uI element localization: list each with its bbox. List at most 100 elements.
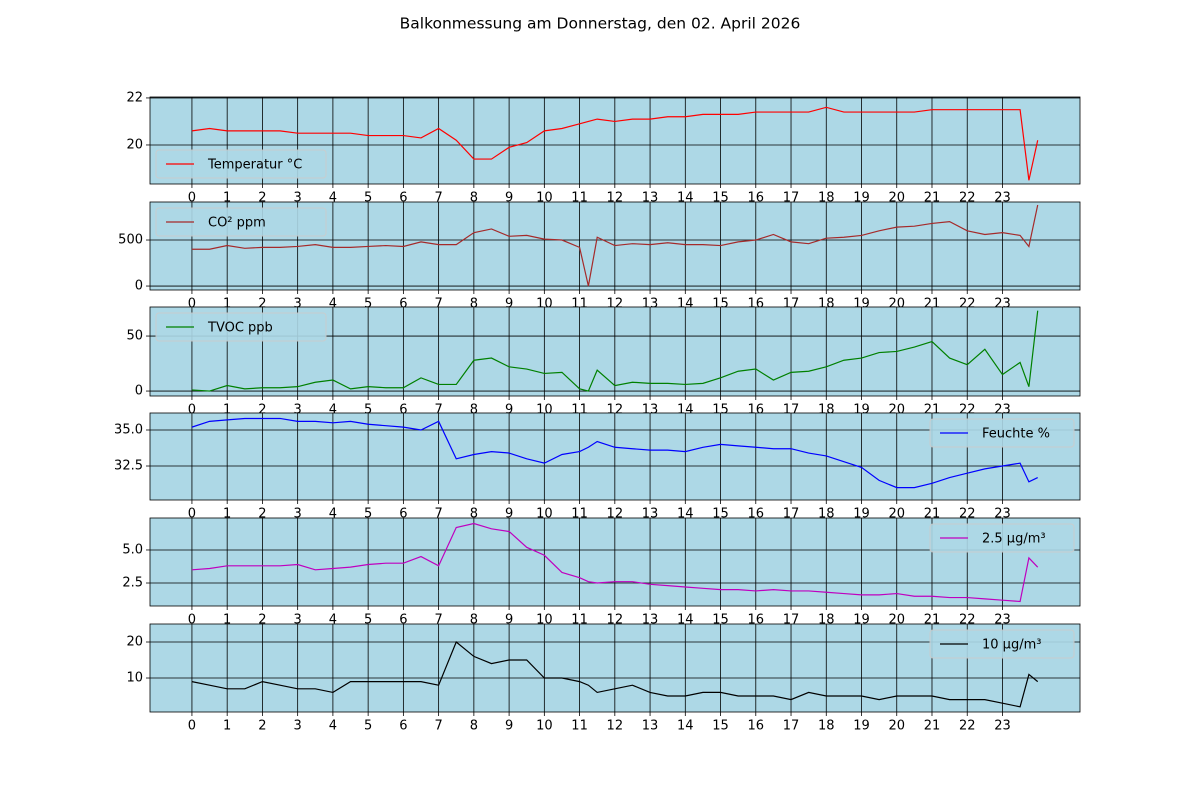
legend: Temperatur °C [155,149,327,179]
x-tick-label: 7 [434,507,442,522]
frame [149,306,1081,397]
legend-label: Feuchte % [982,427,1050,442]
y-tick-label: 0 [135,279,143,294]
subplot: 0 1 2 3 4 5 6 7 8 9 10 11 12 13 14 15 16 17 18 19 20 21 22 2332… [114,412,1081,522]
x-tick-label: 15 [712,719,729,734]
x-tick-label: 1 [223,719,231,734]
x-tick-label: 2 [258,613,266,628]
x-tick-label: 7 [434,719,442,734]
x-tick-label: 7 [434,613,442,628]
x-tick-label: 3 [294,191,302,206]
x-tick-label: 3 [294,719,302,734]
legend-label: CO² ppm [208,216,266,231]
x-tick-label: 1 [223,613,231,628]
x-tick-label: 18 [818,719,835,734]
x-tick-label: 5 [364,719,372,734]
x-tick-label: 13 [642,719,659,734]
x-tick-label: 8 [470,403,478,418]
legend: CO² ppm [155,207,327,237]
x-tick-label: 23 [994,719,1011,734]
x-tick-label: 8 [470,613,478,628]
legend-box [155,149,327,179]
x-tick-label: 6 [399,719,407,734]
x-tick-label: 2 [258,403,266,418]
x-tick-label: 16 [748,719,765,734]
x-tick-label: 4 [329,191,337,206]
legend: 2.5 µg/m³ [929,523,1075,553]
x-tick-label: 6 [399,403,407,418]
x-tick-label: 5 [364,191,372,206]
x-tick-label: 6 [399,297,407,312]
x-tick-label: 2 [258,719,266,734]
x-tick-label: 10 [536,719,553,734]
x-tick-label: 1 [223,507,231,522]
frame [149,96,1081,185]
data-line [191,310,1039,392]
x-tick-label: 3 [294,613,302,628]
x-tick-label: 14 [677,719,694,734]
subplot: 0 1 2 3 4 5 6 7 8 9 10 11 12 13 14 15 16 17 18 19 20 21 22 2320… [126,90,1081,206]
legend: Feuchte % [929,418,1075,448]
x-tick-label: 1 [223,297,231,312]
x-tick-label: 8 [470,191,478,206]
x-tick-label: 9 [505,403,513,418]
legend: 10 µg/m³ [929,629,1075,659]
x-tick-label: 4 [329,297,337,312]
x-tick-label: 0 [188,191,196,206]
subplot: 0 1 2 3 4 5 6 7 8 9 10 11 12 13 14 15 16 17 18 19 20 21 22 2305… [126,306,1081,418]
x-tick-label: 8 [470,507,478,522]
data-line [191,522,1039,603]
y-tick-label: 0 [135,384,143,399]
x-tick-label: 6 [399,613,407,628]
data-line [191,204,1039,287]
legend-box [155,207,327,237]
x-tick-label: 21 [924,719,941,734]
x-tick-label: 3 [294,507,302,522]
data-line [191,641,1039,708]
x-tick-label: 11 [571,719,588,734]
y-tick-label: 32.5 [114,459,143,474]
x-tick-label: 8 [470,719,478,734]
x-tick-label: 17 [783,719,800,734]
figure-title: Balkonmessung am Donnerstag, den 02. Apr… [400,15,801,33]
x-tick-label: 8 [470,297,478,312]
legend-label: 10 µg/m³ [982,638,1041,653]
x-tick-label: 0 [188,719,196,734]
x-tick-label: 7 [434,403,442,418]
subplot: 0 1 2 3 4 5 6 7 8 9 10 11 12 13 14 15 16 17 18 19 20 21 22 2310… [126,623,1081,734]
x-tick-label: 7 [434,191,442,206]
legend-box [929,418,1075,448]
x-tick-label: 0 [188,297,196,312]
x-tick-label: 2 [258,297,266,312]
x-tick-label: 0 [188,403,196,418]
legend-box [929,523,1075,553]
x-tick-label: 9 [505,507,513,522]
legend-label: Temperatur °C [207,158,302,173]
x-tick-label: 5 [364,613,372,628]
y-tick-label: 5.0 [122,542,143,557]
y-tick-label: 50 [126,329,143,344]
subplot: 0 1 2 3 4 5 6 7 8 9 10 11 12 13 14 15 16 17 18 19 20 21 22 2305… [118,201,1081,312]
y-tick-label: 20 [126,137,143,152]
x-tick-label: 9 [505,297,513,312]
frame [149,623,1081,713]
x-tick-label: 20 [888,719,905,734]
legend: TVOC ppb [155,312,327,342]
x-tick-label: 12 [607,719,624,734]
legend-box [155,312,327,342]
y-tick-label: 35.0 [114,422,143,437]
x-tick-label: 9 [505,719,513,734]
legend-box [929,629,1075,659]
x-tick-label: 6 [399,191,407,206]
x-tick-label: 0 [188,613,196,628]
x-tick-label: 5 [364,297,372,312]
x-tick-label: 4 [329,507,337,522]
x-tick-label: 2 [258,191,266,206]
x-tick-label: 4 [329,719,337,734]
frame [149,517,1081,607]
x-tick-label: 2 [258,507,266,522]
legend-label: 2.5 µg/m³ [982,532,1046,547]
x-tick-label: 7 [434,297,442,312]
x-tick-label: 1 [223,191,231,206]
